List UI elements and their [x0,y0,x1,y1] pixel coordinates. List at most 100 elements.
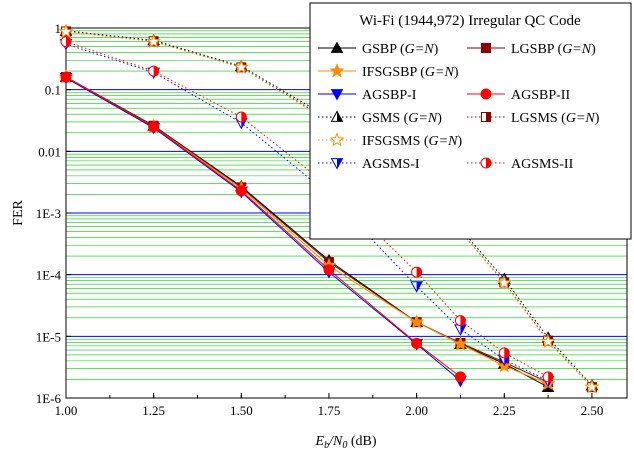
legend-label: GSMS (G=N) [362,111,442,126]
data-point [323,264,335,276]
data-point [235,185,247,197]
legend-entry: LGSBP (G=N) [467,42,596,57]
legend-label-main: LGSBP ( [511,42,563,57]
legend-label-tail: ) [595,111,600,126]
x-tick-label: 1.75 [318,403,341,418]
y-tick-label: 0.01 [38,144,61,159]
data-point [540,333,556,349]
data-point [146,33,162,49]
x-tick-label: 2.50 [581,403,604,418]
legend-label-tail: ) [591,42,596,57]
data-point [233,59,249,74]
legend-label-main: AGSBP-II [511,88,570,103]
data-point-half-fill [486,112,491,122]
y-tick-label: 1E-4 [36,268,62,283]
legend-label-main: GSBP ( [362,42,405,57]
series-line [65,77,461,382]
legend-label: AGSMS-II [511,157,574,172]
y-tick-label: 0.1 [45,83,61,98]
x-axis-label-n: /N [328,434,343,449]
data-point-half-fill [416,267,422,278]
series-group [58,23,600,394]
legend-label-main: AGSBP-I [362,88,417,103]
data-point [330,41,344,53]
data-point [584,379,600,394]
legend-label: LGSMS (G=N) [511,111,600,126]
legend-entry: AGSBP-I [318,88,417,103]
series-line [65,43,549,382]
data-point [330,89,344,101]
data-point-half-fill [241,112,247,123]
legend-label: AGSMS-I [362,157,420,172]
legend-label-main: IFSGSBP ( [362,65,425,80]
x-tick-label: 2.25 [493,403,516,418]
data-point-half-fill [337,158,343,169]
x-axis-label-e: E [315,434,325,449]
legend-label-tail: ) [454,65,459,80]
data-point-half-fill [153,66,159,77]
x-tick-label: 1.00 [55,403,78,418]
legend-box [309,2,632,240]
legend-label-tail: ) [434,42,439,57]
data-point [452,336,468,351]
data-point-half-fill [416,281,423,292]
legend-label-main: IFSGSMS ( [362,134,429,149]
data-point [496,275,512,290]
legend-label-italic: G=N [429,134,459,149]
y-tick-label: 1 [55,21,62,36]
data-point [329,63,345,78]
x-axis-label: Eb/N0 (dB) [315,434,377,451]
legend-label-italic: G=N [425,65,455,80]
legend-label-italic: G=N [566,111,596,126]
legend-entry: AGSBP-II [467,88,570,103]
legend-label: LGSBP (G=N) [511,42,596,57]
y-tick-label: 1E-5 [36,329,61,344]
legend: Wi-Fi (1944,972) Irregular QC Code GSBP … [309,2,632,240]
series-agsbp-ii [60,71,466,383]
data-point-half-fill [337,111,343,122]
data-point-half-fill [548,371,554,382]
y-axis-label: FER [11,200,26,226]
data-point-half-fill [486,158,491,168]
data-point [58,23,74,39]
legend-label-main: LGSMS ( [511,111,566,126]
legend-entry: IFSGSBP (G=N) [318,63,459,80]
x-tick-label: 2.00 [405,403,428,418]
legend-label: AGSBP-I [362,88,417,103]
axis-ticks: 1.00 1.25 1.50 1.75 2.00 2.25 2.50 1E-6 1E-5 1E-4… [36,21,604,418]
data-point-half-fill [460,324,466,335]
x-axis-label-sub-b: b [324,440,329,451]
data-point [148,121,160,133]
legend-entry: GSBP (G=N) [318,41,439,57]
data-point [329,132,345,147]
legend-entry: AGSMS-II [467,157,574,172]
legend-title: Wi-Fi (1944,972) Irregular QC Code [359,13,581,29]
data-point [411,337,423,349]
data-point [454,371,466,383]
legend-label: GSBP (G=N) [362,42,439,57]
data-point [409,314,425,329]
data-point-half-fill [66,36,71,47]
x-axis-label-unit: (dB) [347,434,377,449]
legend-label-main: GSMS ( [362,111,409,126]
data-point [480,88,492,100]
data-point [60,71,72,83]
legend-label-italic: G=N [408,111,438,126]
legend-label-italic: G=N [562,42,592,57]
legend-label-italic: G=N [405,42,435,57]
legend-label: AGSBP-II [511,88,570,103]
legend-entry: LGSMS (G=N) [467,111,600,126]
legend-entry: AGSMS-I [318,157,420,172]
legend-entry: GSMS (G=N) [318,110,442,126]
legend-label-tail: ) [457,134,462,149]
series-line [65,76,549,383]
legend-items: GSBP (G=N) LGSBP (G=N)IFSGSBP (G=N)AGSBP-… [318,41,600,172]
series-line [65,76,461,378]
legend-label-tail: ) [437,111,442,126]
legend-entry: IFSGSMS (G=N) [318,132,462,149]
y-tick-label: 1E-3 [36,206,61,221]
y-tick-label: 1E-6 [36,391,62,406]
data-point [481,43,491,53]
legend-label: IFSGSMS (G=N) [362,134,462,149]
